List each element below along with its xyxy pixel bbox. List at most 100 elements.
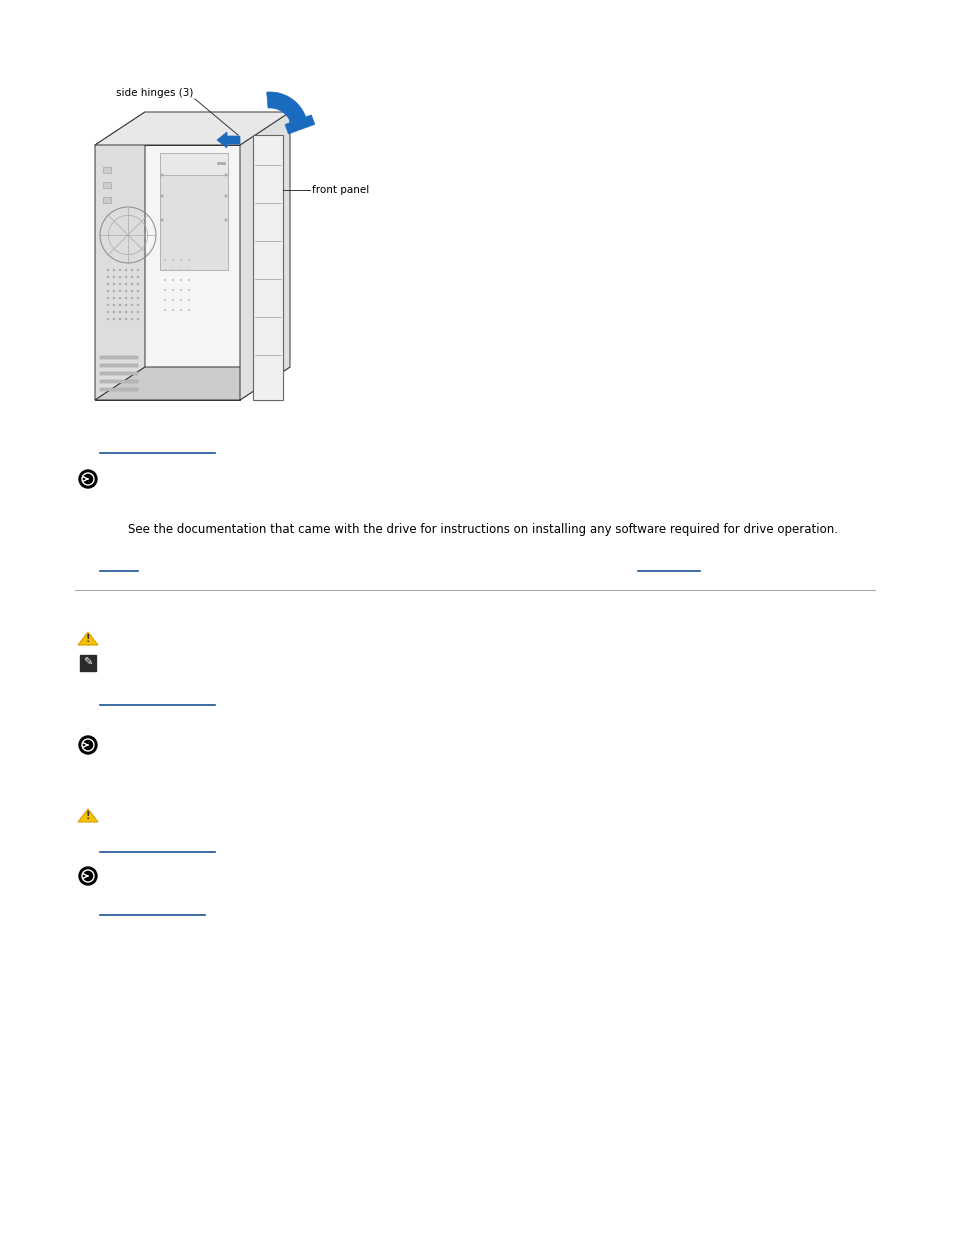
Circle shape xyxy=(136,290,139,293)
Polygon shape xyxy=(240,112,290,400)
Bar xyxy=(160,170,228,270)
Polygon shape xyxy=(78,809,98,823)
Circle shape xyxy=(188,289,190,291)
Circle shape xyxy=(125,311,127,314)
Circle shape xyxy=(119,317,121,320)
Circle shape xyxy=(164,289,166,291)
Circle shape xyxy=(136,269,139,272)
Circle shape xyxy=(172,259,173,261)
Circle shape xyxy=(79,736,97,755)
Circle shape xyxy=(160,173,163,177)
Circle shape xyxy=(136,275,139,278)
Polygon shape xyxy=(95,144,240,400)
Circle shape xyxy=(119,275,121,278)
Circle shape xyxy=(107,317,109,320)
Polygon shape xyxy=(78,632,98,645)
Circle shape xyxy=(180,289,182,291)
Circle shape xyxy=(107,296,109,299)
Circle shape xyxy=(125,275,127,278)
Circle shape xyxy=(188,269,190,270)
Circle shape xyxy=(164,299,166,301)
Circle shape xyxy=(224,219,227,221)
Circle shape xyxy=(180,299,182,301)
Circle shape xyxy=(125,290,127,293)
Circle shape xyxy=(180,279,182,282)
Polygon shape xyxy=(95,112,145,400)
Circle shape xyxy=(188,259,190,261)
Circle shape xyxy=(136,304,139,306)
Circle shape xyxy=(125,317,127,320)
Circle shape xyxy=(172,289,173,291)
Circle shape xyxy=(119,311,121,314)
Circle shape xyxy=(131,296,133,299)
Circle shape xyxy=(79,867,97,885)
Bar xyxy=(100,356,138,359)
Circle shape xyxy=(107,290,109,293)
FancyArrowPatch shape xyxy=(83,742,88,747)
Polygon shape xyxy=(95,112,290,144)
Circle shape xyxy=(131,290,133,293)
Circle shape xyxy=(107,275,109,278)
Circle shape xyxy=(82,739,94,751)
Polygon shape xyxy=(216,132,240,148)
Text: front panel: front panel xyxy=(312,185,369,195)
FancyArrowPatch shape xyxy=(83,477,88,482)
Bar xyxy=(103,167,111,173)
Text: side hinges (3): side hinges (3) xyxy=(116,88,193,98)
Circle shape xyxy=(125,304,127,306)
Circle shape xyxy=(172,269,173,270)
Bar xyxy=(100,372,138,375)
Circle shape xyxy=(136,296,139,299)
Circle shape xyxy=(112,275,115,278)
Circle shape xyxy=(224,173,227,177)
Circle shape xyxy=(136,311,139,314)
Circle shape xyxy=(180,269,182,270)
Circle shape xyxy=(112,296,115,299)
Text: !: ! xyxy=(86,634,91,643)
Bar xyxy=(100,380,138,383)
Bar xyxy=(160,153,228,175)
Circle shape xyxy=(136,317,139,320)
Circle shape xyxy=(188,279,190,282)
Circle shape xyxy=(79,471,97,488)
Bar xyxy=(103,198,111,203)
Text: See the documentation that came with the drive for instructions on installing an: See the documentation that came with the… xyxy=(128,522,837,536)
Circle shape xyxy=(164,259,166,261)
Circle shape xyxy=(172,309,173,311)
Circle shape xyxy=(131,269,133,272)
Circle shape xyxy=(119,296,121,299)
Circle shape xyxy=(119,269,121,272)
Circle shape xyxy=(119,283,121,285)
Circle shape xyxy=(112,311,115,314)
Circle shape xyxy=(164,309,166,311)
Circle shape xyxy=(107,269,109,272)
Circle shape xyxy=(112,317,115,320)
Circle shape xyxy=(125,283,127,285)
Circle shape xyxy=(107,283,109,285)
Circle shape xyxy=(131,275,133,278)
Circle shape xyxy=(119,304,121,306)
Circle shape xyxy=(172,279,173,282)
Circle shape xyxy=(82,473,94,485)
Circle shape xyxy=(107,304,109,306)
Circle shape xyxy=(131,304,133,306)
Circle shape xyxy=(172,299,173,301)
Circle shape xyxy=(107,311,109,314)
FancyArrowPatch shape xyxy=(83,874,88,878)
Circle shape xyxy=(160,219,163,221)
Bar xyxy=(100,364,138,367)
Text: !: ! xyxy=(86,811,91,821)
Circle shape xyxy=(160,194,163,198)
Circle shape xyxy=(180,259,182,261)
Bar xyxy=(100,388,138,391)
Circle shape xyxy=(82,869,94,882)
Circle shape xyxy=(131,311,133,314)
Circle shape xyxy=(164,269,166,270)
Circle shape xyxy=(125,269,127,272)
Circle shape xyxy=(188,309,190,311)
Circle shape xyxy=(119,290,121,293)
Polygon shape xyxy=(267,91,305,122)
Polygon shape xyxy=(95,367,290,400)
Circle shape xyxy=(188,299,190,301)
Circle shape xyxy=(164,279,166,282)
